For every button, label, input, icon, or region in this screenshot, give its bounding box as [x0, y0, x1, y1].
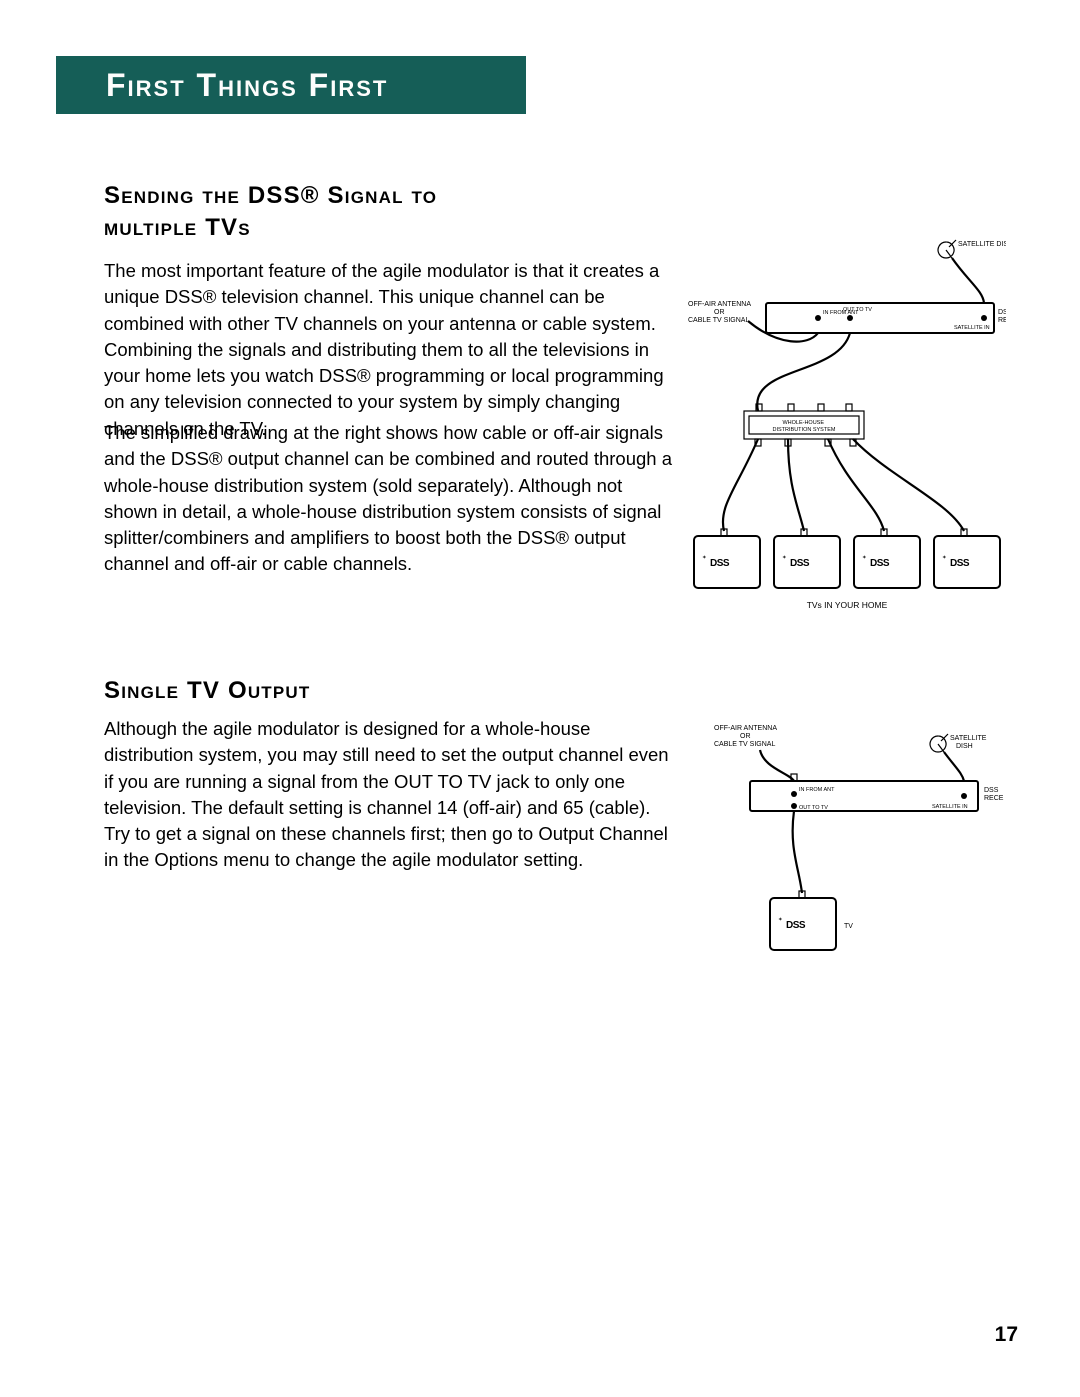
- body-paragraph: Although the agile modulator is designed…: [104, 716, 674, 874]
- satellite-dish-icon: [938, 240, 956, 258]
- section-heading-multiple-tvs: Sending the DSS® Signal to multiple TVs: [104, 180, 534, 245]
- section-heading-single-tv: Single TV Output: [104, 675, 534, 707]
- svg-text:✶: ✶: [942, 554, 947, 561]
- label-satellite: SATELLITE DISH: [958, 241, 1006, 248]
- chapter-banner: First Things First: [56, 56, 526, 114]
- svg-text:✶: ✶: [702, 554, 707, 561]
- svg-text:OUT TO TV: OUT TO TV: [799, 805, 828, 811]
- chapter-title: First Things First: [106, 67, 388, 104]
- svg-text:SATELLITE IN: SATELLITE IN: [954, 325, 990, 331]
- svg-text:✶: ✶: [782, 554, 787, 561]
- body-paragraph: The most important feature of the agile …: [104, 258, 674, 442]
- svg-text:DSS: DSS: [870, 558, 890, 569]
- label-receiver: DSSRECEIVER: [998, 309, 1006, 324]
- label-antenna: OFF-AIR ANTENNA OR CABLE TV SIGNAL: [688, 301, 753, 324]
- diagram-multiple-tvs: SATELLITE DISH IN FROM ANT OUT TO TV SAT…: [688, 236, 1006, 631]
- svg-text:DSS: DSS: [790, 558, 810, 569]
- svg-text:DSS: DSS: [786, 920, 806, 931]
- label-tv: TV: [844, 923, 853, 930]
- diagram-caption: TVs IN YOUR HOME: [807, 600, 888, 610]
- label-receiver: DSSRECEIVER: [984, 787, 1004, 802]
- svg-text:DSS: DSS: [710, 558, 730, 569]
- svg-text:SATELLITE IN: SATELLITE IN: [932, 804, 968, 810]
- svg-text:DSS: DSS: [950, 558, 970, 569]
- svg-text:IN FROM ANT: IN FROM ANT: [799, 787, 835, 793]
- svg-text:OUT TO TV: OUT TO TV: [843, 307, 872, 313]
- label-antenna: OFF-AIR ANTENNA OR CABLE TV SIGNAL: [714, 725, 779, 748]
- satellite-dish-icon: [930, 734, 948, 752]
- svg-text:WHOLE-HOUSE DISTRIBUTION: WHOLE-HOUSE DISTRIBUTION SYSTEM: [773, 420, 836, 433]
- diagram-single-tv: OFF-AIR ANTENNA OR CABLE TV SIGNAL SATEL…: [704, 718, 1004, 983]
- page-number: 17: [995, 1323, 1018, 1347]
- svg-text:✶: ✶: [862, 554, 867, 561]
- label-satellite: SATELLITEDISH: [950, 735, 987, 750]
- svg-text:✶: ✶: [778, 916, 783, 923]
- body-paragraph: The simplified drawing at the right show…: [104, 420, 674, 578]
